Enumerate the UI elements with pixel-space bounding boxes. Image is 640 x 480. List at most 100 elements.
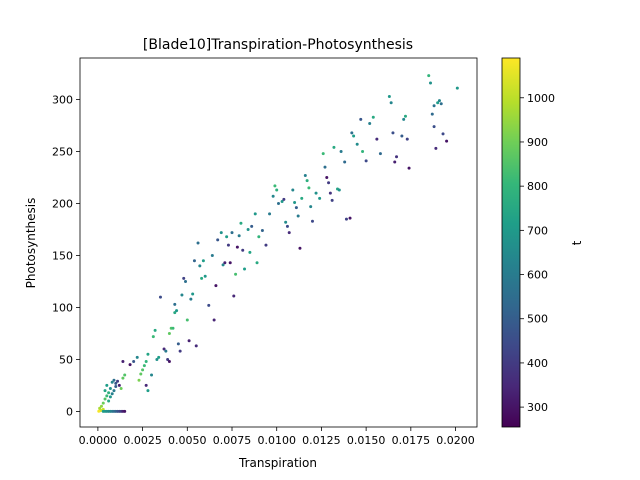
scatter-point [164,349,168,353]
scatter-point [246,228,250,232]
scatter-point [455,86,459,90]
scatter-point [105,383,109,387]
scatter-point [328,191,332,195]
scatter-point [303,173,307,177]
scatter-point [121,376,125,380]
scatter-point [112,389,116,393]
scatter-point [150,373,154,377]
colorbar-tick-label: 900 [527,136,548,149]
scatter-point [343,160,347,164]
x-tick-label: 0.0050 [168,434,207,447]
scatter-point [182,276,186,280]
scatter-point [216,238,220,242]
x-tick-label: 0.0125 [302,434,341,447]
scatter-point [352,134,356,138]
scatter-point [162,347,166,351]
scatter-point [114,381,118,385]
scatter-point [123,409,127,413]
scatter-point [391,131,395,135]
scatter-point [368,121,372,125]
scatter-point [405,137,409,141]
scatter-point [155,357,159,361]
scatter-point [293,200,297,204]
scatter-point [214,284,218,288]
scatter-point [361,150,365,154]
scatter-point [119,387,123,391]
scatter-point [291,188,295,192]
scatter-point [158,295,162,299]
scatter-point [395,155,399,159]
x-tick-label: 0.0175 [392,434,431,447]
scatter-point [203,274,207,278]
x-axis-ticks: 0.0000 0.0025 0.0050 0.0075 0.0100 0.0125 0.01… [79,427,475,447]
colorbar-tick-label: 500 [527,313,548,326]
chart-title: [Blade10]Transpiration-Photosynthesis [143,37,413,53]
scatter-point [387,94,391,98]
scatter-point [350,131,354,135]
scatter-point [257,235,261,239]
scatter-point [117,383,121,387]
scatter-point [285,224,289,228]
scatter-point [139,372,143,376]
scatter-point [135,355,139,359]
x-axis-label: Transpiration [238,456,317,470]
scatter-point [234,272,238,276]
scatter-point [184,279,188,283]
scatter-point [402,117,406,121]
scatter-point [344,217,348,221]
scatter-point [144,360,148,364]
scatter-point [255,261,259,265]
colorbar-tick-label: 300 [527,401,548,414]
scatter-point [189,297,193,301]
scatter-point [241,248,245,252]
scatter-point [268,212,272,216]
scatter-point [337,188,341,192]
x-tick-label: 0.0075 [213,434,252,447]
scatter-point [378,152,382,156]
scatter-point [221,263,225,267]
scatter-point [310,219,314,223]
scatter-point [277,202,280,206]
scatter-point [175,309,179,313]
scatter-point [185,318,189,322]
scatter-point [201,259,205,263]
scatter-point [264,243,268,247]
scatter-point [142,364,146,368]
scatter-point [309,205,313,209]
scatter-point [364,159,368,163]
scatter-point [110,380,114,384]
scatter-point [151,335,155,339]
scatter-point [232,294,236,298]
scatter-point [171,326,175,330]
scatter-point [439,102,443,106]
scatter-point [314,191,318,195]
scatter-point [137,378,141,382]
x-tick-label: 0.0000 [79,434,118,447]
scatter-point [114,384,118,388]
colorbar-tick-label: 1000 [527,92,555,105]
scatter-point [348,216,352,220]
scatter-point [298,246,302,250]
scatter-point [248,250,252,254]
scatter-point [273,184,277,188]
scatter-point [235,245,239,249]
x-tick-label: 0.0200 [436,434,475,447]
scatter-point [280,199,284,203]
scatter-point [407,166,411,170]
scatter-point [432,125,436,129]
scatter-point [128,363,132,367]
scatter-point [157,355,161,359]
scatter-point [327,181,331,185]
scatter-point [437,99,441,103]
scatter-point [146,389,150,393]
colorbar-tick-label: 700 [527,224,548,237]
scatter-point [305,179,309,183]
scatter-point [146,352,150,356]
scatter-point [101,407,105,411]
scatter-point [325,176,329,180]
scatter-point [223,261,227,265]
scatter-point [284,220,288,224]
y-tick-label: 150 [52,249,73,262]
y-axis-ticks: 0 50 100 150 200 250 300 [52,94,80,418]
scatter-point [173,302,177,306]
